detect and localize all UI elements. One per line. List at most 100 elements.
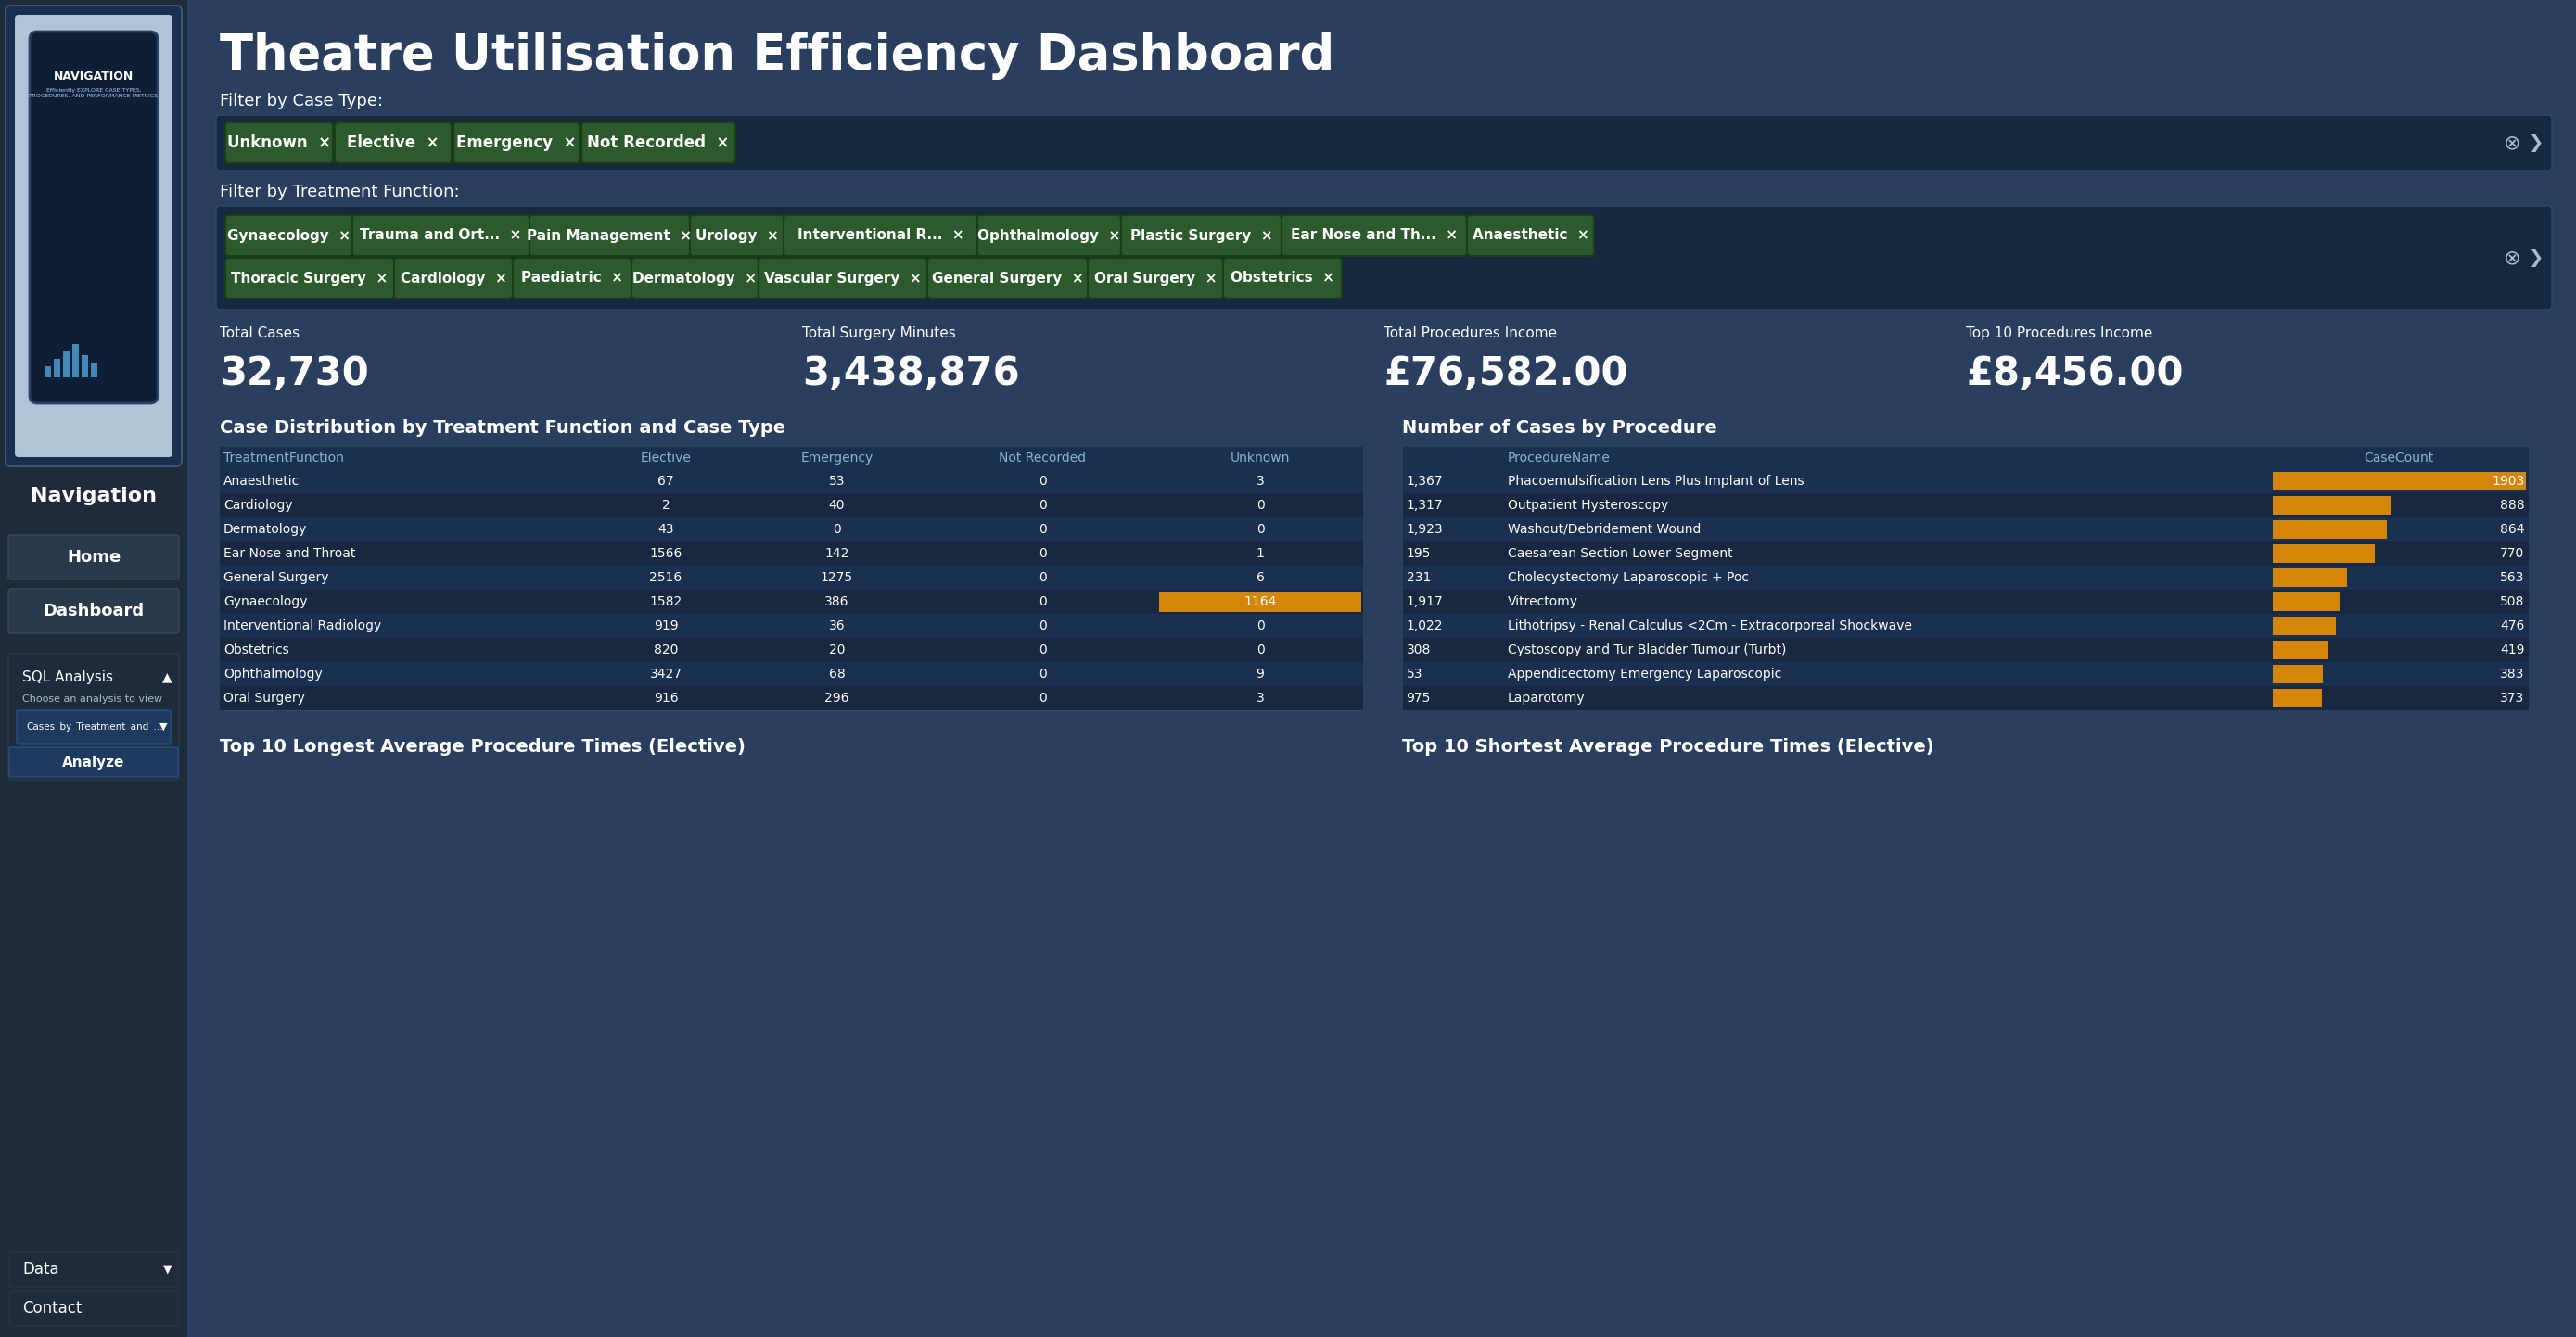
Text: Top 10 Procedures Income: Top 10 Procedures Income: [1965, 326, 2154, 341]
Text: 0: 0: [1257, 523, 1265, 536]
Text: Anaesthetic: Anaesthetic: [224, 475, 299, 488]
Text: 1566: 1566: [649, 547, 683, 560]
Text: ▲: ▲: [162, 670, 173, 683]
FancyBboxPatch shape: [976, 215, 1121, 255]
Text: Unknown  ×: Unknown ×: [227, 135, 332, 151]
Text: Emergency  ×: Emergency ×: [456, 135, 577, 151]
Bar: [1401, 590, 2527, 614]
Text: Urology  ×: Urology ×: [696, 229, 778, 242]
FancyBboxPatch shape: [1087, 258, 1224, 298]
Text: 563: 563: [2501, 571, 2524, 584]
Text: 0: 0: [1038, 523, 1046, 536]
Text: Oral Surgery: Oral Surgery: [224, 691, 304, 705]
Text: Pain Management  ×: Pain Management ×: [528, 229, 693, 242]
Text: £8,456.00: £8,456.00: [1965, 354, 2184, 393]
FancyBboxPatch shape: [8, 654, 178, 779]
Text: 419: 419: [2499, 643, 2524, 656]
Text: Obstetrics  ×: Obstetrics ×: [1231, 271, 1334, 285]
FancyBboxPatch shape: [216, 115, 2553, 171]
Text: Laparotomy: Laparotomy: [1507, 691, 1584, 705]
Text: Dashboard: Dashboard: [44, 603, 144, 619]
Text: 9: 9: [1257, 667, 1265, 681]
Text: Analyze: Analyze: [62, 755, 124, 769]
Text: Gynaecology: Gynaecology: [224, 595, 307, 608]
Text: 0: 0: [1038, 667, 1046, 681]
Bar: [72, 344, 80, 377]
Text: Number of Cases by Procedure: Number of Cases by Procedure: [1401, 418, 1718, 437]
Text: Top 10 Longest Average Procedure Times (Elective): Top 10 Longest Average Procedure Times (…: [219, 738, 744, 755]
Text: Cardiology: Cardiology: [224, 499, 294, 512]
Bar: [219, 614, 1363, 638]
Text: Plastic Surgery  ×: Plastic Surgery ×: [1131, 229, 1273, 242]
Text: Obstetrics: Obstetrics: [224, 643, 289, 656]
Text: Dermatology  ×: Dermatology ×: [634, 271, 757, 285]
Bar: [219, 447, 1363, 469]
Text: 142: 142: [824, 547, 850, 560]
Text: 1,022: 1,022: [1406, 619, 1443, 632]
Text: 919: 919: [654, 619, 677, 632]
Text: Choose an analysis to view: Choose an analysis to view: [23, 694, 162, 703]
Text: 1903: 1903: [2491, 475, 2524, 488]
Bar: [2272, 689, 2321, 707]
Text: 1,917: 1,917: [1406, 595, 1443, 608]
Bar: [2272, 544, 2375, 563]
Text: Contact: Contact: [23, 1300, 82, 1317]
Text: 0: 0: [1038, 571, 1046, 584]
Text: 0: 0: [1038, 475, 1046, 488]
Text: 508: 508: [2501, 595, 2524, 608]
FancyBboxPatch shape: [10, 1290, 178, 1326]
Text: Cholecystectomy Laparoscopic + Poc: Cholecystectomy Laparoscopic + Poc: [1507, 571, 1749, 584]
Bar: [54, 358, 59, 377]
FancyBboxPatch shape: [10, 747, 178, 777]
Text: Oral Surgery  ×: Oral Surgery ×: [1095, 271, 1216, 285]
Bar: [0, 0, 188, 1337]
Text: 1: 1: [1257, 547, 1265, 560]
Text: 373: 373: [2501, 691, 2524, 705]
Text: ⊗: ⊗: [2504, 134, 2522, 152]
Text: Ear Nose and Th...  ×: Ear Nose and Th... ×: [1291, 229, 1458, 242]
Text: 36: 36: [829, 619, 845, 632]
Text: 3: 3: [1257, 691, 1265, 705]
Text: 43: 43: [657, 523, 675, 536]
Text: Not Recorded  ×: Not Recorded ×: [587, 135, 729, 151]
Text: 383: 383: [2501, 667, 2524, 681]
Bar: [1401, 566, 2527, 590]
FancyBboxPatch shape: [8, 588, 178, 634]
FancyBboxPatch shape: [224, 258, 394, 298]
Text: Vitrectomy: Vitrectomy: [1507, 595, 1577, 608]
Bar: [1401, 614, 2527, 638]
Bar: [2272, 496, 2391, 515]
Text: 3: 3: [1257, 475, 1265, 488]
Text: ProcedureName: ProcedureName: [1507, 452, 1610, 464]
Bar: [44, 366, 52, 377]
FancyBboxPatch shape: [394, 258, 513, 298]
Text: 195: 195: [1406, 547, 1430, 560]
Bar: [219, 469, 1363, 493]
Text: 476: 476: [2501, 619, 2524, 632]
Text: 0: 0: [1038, 595, 1046, 608]
FancyBboxPatch shape: [15, 15, 173, 457]
Text: Ear Nose and Throat: Ear Nose and Throat: [224, 547, 355, 560]
FancyBboxPatch shape: [513, 258, 631, 298]
FancyBboxPatch shape: [15, 710, 170, 743]
FancyBboxPatch shape: [1121, 215, 1280, 255]
Text: Ophthalmology  ×: Ophthalmology ×: [979, 229, 1121, 242]
Bar: [219, 662, 1363, 686]
FancyBboxPatch shape: [224, 215, 353, 255]
FancyBboxPatch shape: [453, 123, 580, 163]
Bar: [219, 517, 1363, 541]
Text: Home: Home: [67, 550, 121, 566]
Text: 3427: 3427: [649, 667, 683, 681]
Text: Not Recorded: Not Recorded: [999, 452, 1087, 464]
Text: 296: 296: [824, 691, 850, 705]
Text: 6: 6: [1257, 571, 1265, 584]
Text: ❯: ❯: [2527, 249, 2543, 266]
Bar: [219, 686, 1363, 710]
Text: Gynaecology  ×: Gynaecology ×: [227, 229, 350, 242]
Text: Emergency: Emergency: [801, 452, 873, 464]
FancyBboxPatch shape: [335, 123, 451, 163]
Text: Appendicectomy Emergency Laparoscopic: Appendicectomy Emergency Laparoscopic: [1507, 667, 1780, 681]
Text: Filter by Case Type:: Filter by Case Type:: [219, 92, 384, 110]
Text: Efficiently EXPLORE CASE TYPES,
PROCEDURES, AND PERFORMANCE METRICS: Efficiently EXPLORE CASE TYPES, PROCEDUR…: [28, 88, 157, 98]
Bar: [219, 590, 1363, 614]
